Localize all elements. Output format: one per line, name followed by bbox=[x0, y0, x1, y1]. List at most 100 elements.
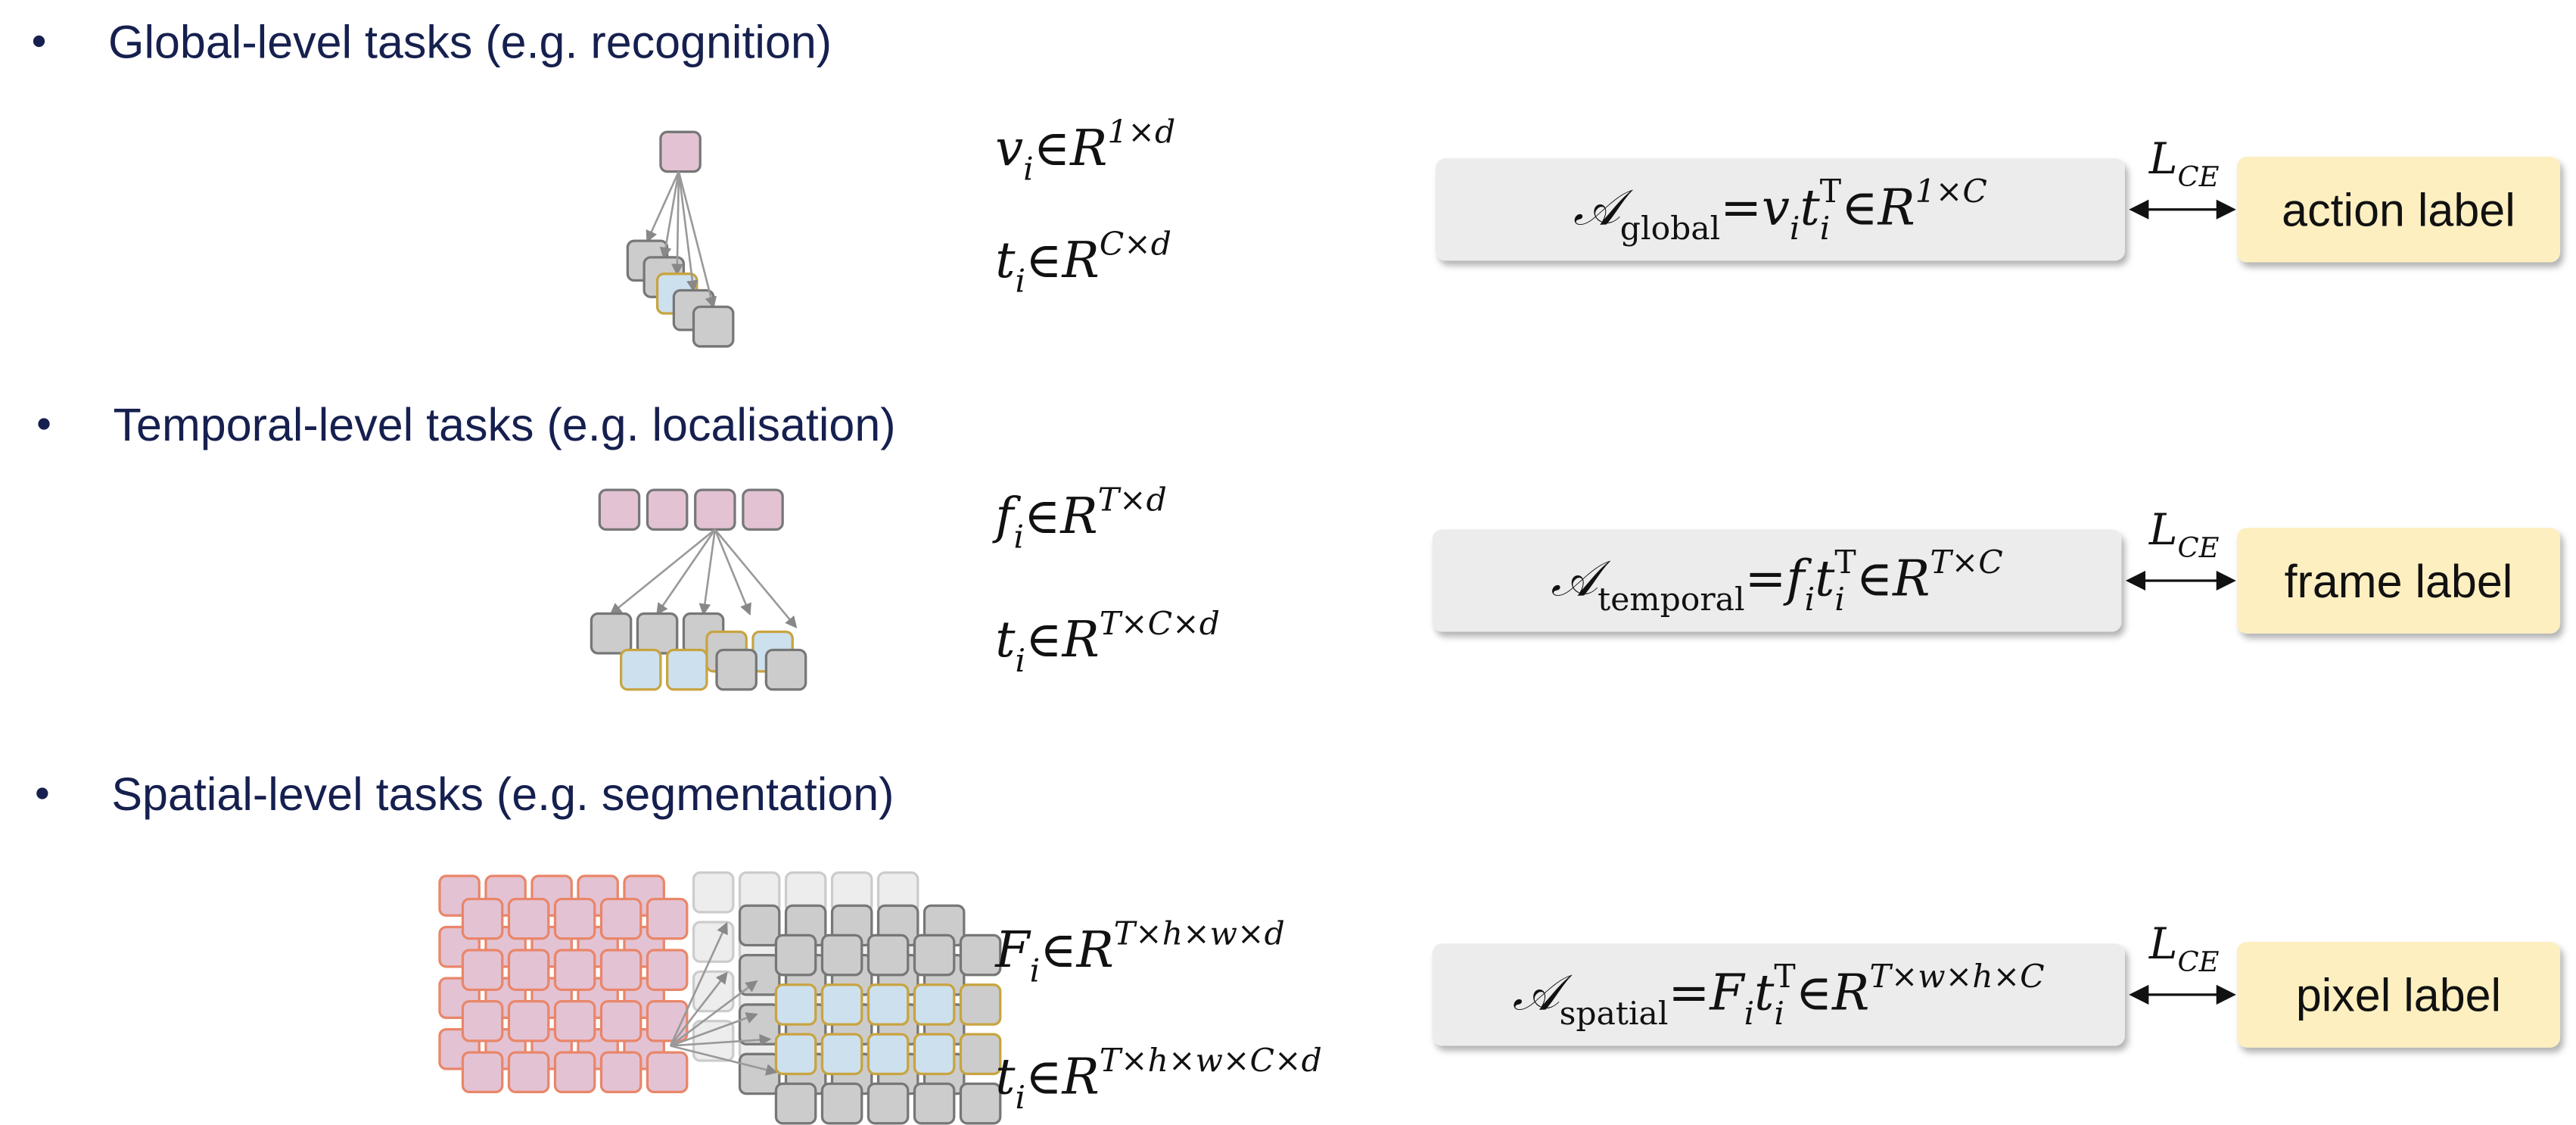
math-token: = bbox=[1668, 964, 1710, 1021]
attention-arrow bbox=[670, 1045, 778, 1076]
token-square bbox=[820, 933, 863, 977]
math-token: v bbox=[995, 120, 1023, 177]
math-token: L bbox=[2148, 134, 2178, 184]
math-token: i bbox=[1016, 263, 1026, 301]
math-token: CE bbox=[2178, 160, 2220, 193]
math-token: CE bbox=[2178, 531, 2220, 564]
math-token: i bbox=[1790, 210, 1800, 248]
label-box bbox=[2236, 156, 2561, 263]
token-square bbox=[774, 933, 817, 977]
token-square bbox=[866, 1082, 910, 1125]
math-token: t bbox=[995, 232, 1016, 289]
output-label: frame label bbox=[2285, 556, 2513, 607]
attention-arrow bbox=[659, 171, 680, 260]
token-square bbox=[553, 897, 596, 940]
math-token: i bbox=[1030, 952, 1041, 989]
label-box bbox=[2236, 528, 2561, 634]
token-square bbox=[659, 130, 702, 173]
math-token: i bbox=[1016, 643, 1026, 680]
math-expression: L CE bbox=[2148, 505, 2220, 564]
math-token: spatial bbox=[1560, 996, 1669, 1033]
math-token: temporal bbox=[1598, 581, 1744, 619]
token-square bbox=[599, 897, 642, 940]
math-token: v bbox=[1762, 179, 1790, 236]
formula-box bbox=[1432, 529, 2122, 632]
token-square bbox=[866, 933, 910, 977]
attention-arrow bbox=[698, 529, 717, 616]
token-square bbox=[461, 1051, 504, 1094]
attention-arrow bbox=[609, 528, 716, 615]
token-square bbox=[913, 983, 956, 1026]
math-token: R bbox=[1878, 179, 1915, 236]
attention-arrow bbox=[669, 921, 728, 1046]
token-square bbox=[742, 488, 784, 531]
output-label: action label bbox=[2282, 185, 2515, 236]
token-square bbox=[820, 1082, 863, 1125]
token-square bbox=[553, 1051, 596, 1094]
token-square bbox=[959, 983, 1002, 1026]
token-square bbox=[636, 612, 679, 655]
token-square bbox=[866, 983, 910, 1026]
token-square bbox=[959, 1082, 1002, 1125]
math-token: ∈ bbox=[1025, 232, 1062, 289]
math-token: R bbox=[1061, 232, 1099, 289]
math-token: ∈ bbox=[1040, 921, 1076, 979]
attention-arrow bbox=[669, 971, 728, 1047]
token-square bbox=[820, 1033, 863, 1076]
token-square bbox=[692, 921, 735, 963]
token-square bbox=[666, 648, 708, 691]
math-token: t bbox=[995, 1049, 1016, 1106]
bullet bbox=[33, 35, 45, 48]
math-token: T×h×w×d bbox=[1114, 915, 1285, 952]
icons bbox=[438, 130, 1002, 1125]
attention-arrow bbox=[677, 171, 698, 293]
token-square bbox=[620, 648, 662, 691]
token-square bbox=[959, 933, 1002, 977]
math-token: i bbox=[1820, 210, 1831, 248]
label-box bbox=[2236, 942, 2561, 1048]
math-expression: L CE bbox=[2148, 919, 2220, 978]
token-square bbox=[692, 305, 735, 348]
math-token: F bbox=[994, 921, 1031, 979]
token-square bbox=[646, 1051, 689, 1094]
math-token: R bbox=[1061, 611, 1099, 668]
math-token: C×d bbox=[1100, 226, 1171, 263]
token-square bbox=[774, 1033, 817, 1076]
token-square bbox=[715, 648, 758, 691]
token-square bbox=[866, 1033, 910, 1076]
math-token: T×C×d bbox=[1100, 606, 1220, 643]
token-square bbox=[694, 488, 736, 531]
math-token: R bbox=[1061, 1049, 1099, 1106]
token-square bbox=[913, 1033, 956, 1076]
math-token: T bbox=[1834, 544, 1856, 581]
math-expression: L CE bbox=[2148, 134, 2220, 193]
math-token: 1×C bbox=[1915, 173, 1987, 210]
math-token: T bbox=[1820, 173, 1841, 210]
token-square bbox=[507, 897, 550, 940]
math-token: t bbox=[995, 611, 1016, 668]
math-token: R bbox=[1076, 921, 1114, 979]
token-square bbox=[599, 949, 642, 991]
token-square bbox=[461, 999, 504, 1042]
math-token: i bbox=[1834, 581, 1845, 619]
math-token: T×h×w×C×d bbox=[1100, 1042, 1322, 1080]
attention-arrow bbox=[677, 171, 717, 309]
token-square bbox=[646, 488, 689, 531]
token-square bbox=[959, 1033, 1002, 1076]
math-token: ∈ bbox=[1025, 611, 1062, 668]
math-token: L bbox=[2148, 919, 2178, 969]
math-token: CE bbox=[2178, 946, 2220, 978]
token-square bbox=[553, 949, 596, 991]
attention-arrow bbox=[670, 1033, 772, 1047]
attention-arrow bbox=[646, 171, 680, 243]
attention-arrow bbox=[670, 1012, 758, 1047]
section-title: Spatial-level tasks (e.g. segmentation) bbox=[111, 768, 894, 820]
token-square bbox=[646, 949, 689, 991]
token-square bbox=[738, 1052, 781, 1095]
